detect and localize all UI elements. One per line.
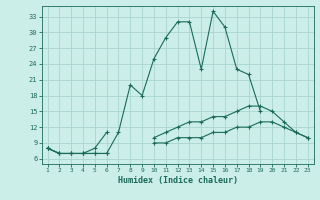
X-axis label: Humidex (Indice chaleur): Humidex (Indice chaleur)	[118, 176, 237, 185]
